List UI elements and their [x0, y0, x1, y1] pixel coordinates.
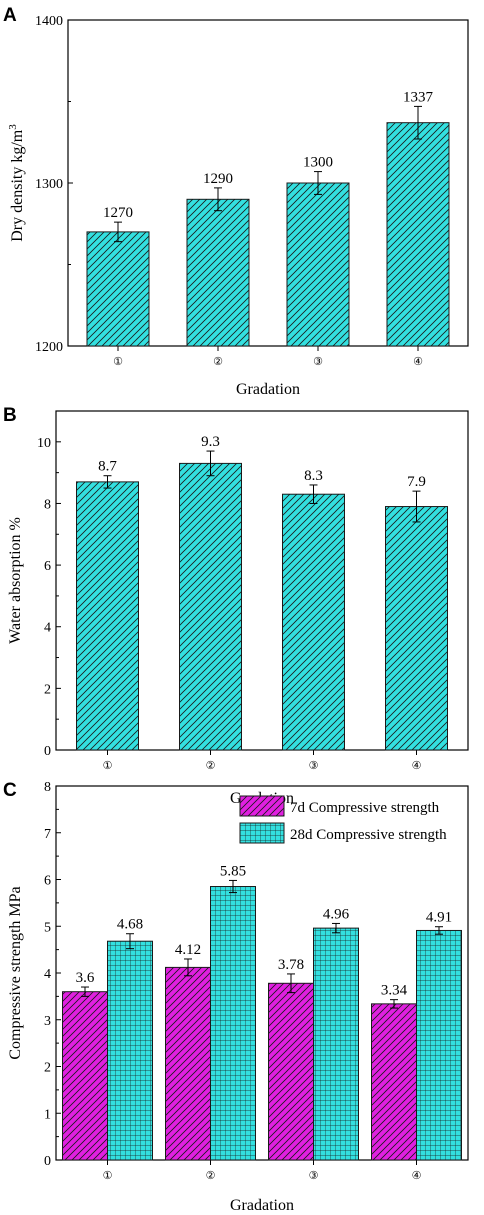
data-label: 4.12 — [175, 942, 201, 958]
bar — [210, 886, 256, 1161]
y-tick-label: 4 — [44, 967, 51, 982]
x-tick-label: ③ — [309, 1170, 319, 1182]
y-axis-label: Compressive strength MPa — [7, 886, 24, 1059]
data-label: 3.34 — [381, 983, 408, 999]
y-tick-label: 2 — [44, 1061, 51, 1076]
data-label: 1300 — [303, 155, 333, 171]
legend-swatch — [239, 822, 285, 844]
panel-c-letter: C — [3, 780, 17, 801]
bar — [286, 182, 350, 347]
bar — [179, 462, 242, 751]
data-label: 8.3 — [304, 468, 323, 484]
legend-label: 28d Compressive strength — [290, 827, 447, 843]
y-tick-label: 2 — [44, 682, 51, 697]
x-axis-label: Gradation — [236, 381, 300, 398]
data-label: 4.68 — [117, 917, 143, 933]
y-axis-label: Water absorption % — [7, 517, 24, 644]
y-tick-label: 6 — [44, 874, 51, 889]
x-tick-label: ③ — [309, 760, 319, 772]
y-tick-label: 7 — [44, 827, 51, 842]
x-tick-label: ② — [206, 760, 216, 772]
y-tick-label: 5 — [44, 920, 51, 935]
x-tick-label: ① — [103, 1170, 113, 1182]
x-tick-label: ③ — [313, 356, 323, 368]
panel-b-letter: B — [3, 405, 17, 426]
panel-b: B 0246810①8.7②9.3③8.3④7.9GradationWater … — [3, 405, 469, 807]
y-tick-label: 1400 — [35, 14, 63, 29]
data-label: 8.7 — [98, 459, 117, 475]
data-label: 1290 — [203, 171, 233, 187]
plot-frame — [55, 410, 469, 751]
bar — [62, 991, 108, 1161]
legend-swatch — [239, 795, 285, 817]
y-tick-label: 6 — [44, 559, 51, 574]
bar — [385, 506, 448, 751]
y-tick-label: 3 — [44, 1014, 51, 1029]
x-tick-label: ④ — [413, 356, 423, 368]
y-tick-label: 1 — [44, 1107, 51, 1122]
x-tick-label: ① — [113, 356, 123, 368]
bar — [416, 929, 462, 1161]
y-tick-label: 1200 — [35, 340, 63, 355]
bar — [165, 966, 211, 1161]
y-tick-label: 4 — [44, 621, 51, 636]
bar — [86, 231, 150, 347]
data-label: 3.6 — [76, 970, 95, 986]
bar — [76, 481, 139, 751]
bar — [371, 1003, 417, 1161]
y-tick-label: 10 — [37, 436, 51, 451]
bar — [186, 198, 250, 347]
x-tick-label: ④ — [412, 760, 422, 772]
x-axis-label: Gradation — [230, 1197, 294, 1214]
panel-a-letter: A — [3, 5, 17, 26]
panel-a: A 1200 1300 1400 ① 1270 ② 1290 ③ 1300 ④ 1337 Gradat… — [3, 5, 469, 398]
plot-a: 1200 1300 1400 ① 1270 ② 1290 ③ 1300 ④ 1337 Gradatio… — [7, 14, 469, 398]
data-label: 1337 — [403, 89, 434, 105]
data-label: 5.85 — [220, 863, 246, 879]
y-tick-label: 0 — [44, 744, 51, 759]
plot-c: 0 1 2 3 4 5 6 7 8 ① 3.6 4.68 ② 4.12 5.85 ③ 3.78 4.96 ④ 3.34… — [7, 780, 469, 1214]
data-label: 3.78 — [278, 957, 304, 973]
data-label: 4.91 — [426, 910, 452, 926]
x-tick-label: ① — [103, 760, 113, 772]
y-tick-label: 8 — [44, 497, 51, 512]
data-label: 1270 — [103, 205, 133, 221]
panel-c: C 0 1 2 3 4 5 6 7 8 ① 3.6 4.68 ② 4.12 5.85 ③ 3.78 4.96 ④ 3.… — [3, 780, 469, 1214]
y-axis-label: Dry density kg/m3 — [7, 124, 26, 242]
bar — [386, 122, 450, 347]
y-tick-label: 1300 — [35, 177, 63, 192]
data-label: 9.3 — [201, 434, 220, 450]
bar — [282, 493, 345, 751]
x-tick-label: ④ — [412, 1170, 422, 1182]
x-tick-label: ② — [213, 356, 223, 368]
bar — [107, 940, 153, 1161]
bar — [313, 927, 359, 1161]
y-tick-label: 8 — [44, 780, 51, 795]
x-tick-label: ② — [206, 1170, 216, 1182]
legend-label: 7d Compressive strength — [290, 800, 440, 816]
bar — [268, 982, 314, 1161]
data-label: 7.9 — [407, 474, 426, 490]
y-tick-label: 0 — [44, 1154, 51, 1169]
data-label: 4.96 — [323, 906, 350, 922]
